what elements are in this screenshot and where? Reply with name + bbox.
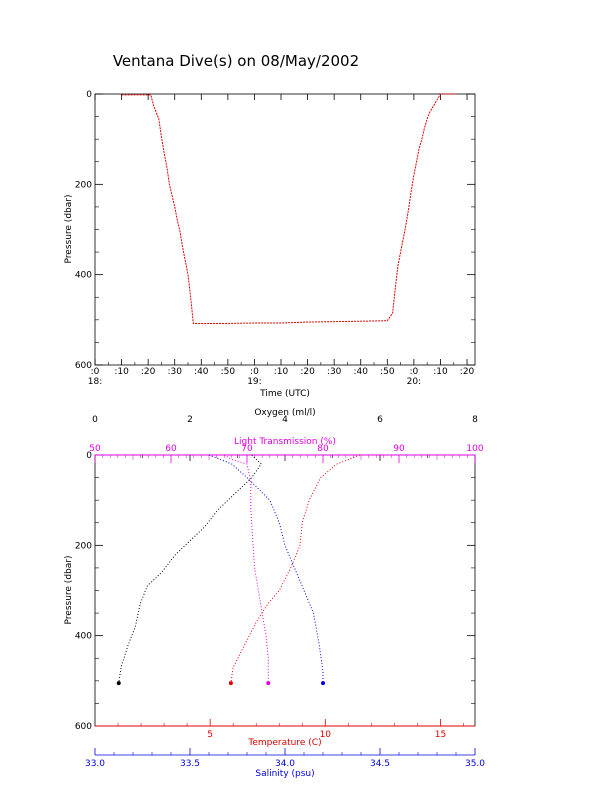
depth-time-chart: :0 :10 :20 :30 :40 :50 :0 :10 :20 :30 :40 :50 :0 :10:… [64, 90, 476, 399]
salinity-axis: 33.0 33.5 34.0 34.5 35.0 [85, 748, 485, 769]
light-transmission-axis: 50 60 70 80 90 100 [89, 444, 484, 463]
light-transmission-tick-label: 80 [317, 444, 329, 454]
top-y-axis: 0 200 400 600 [75, 90, 475, 371]
light-transmission-tick-label: 90 [393, 444, 405, 454]
oxygen-bottom-point [116, 681, 121, 686]
bottom-y-tick-label: 600 [75, 722, 92, 732]
top-x-tick-label: :50 [221, 367, 236, 377]
figure-title: Ventana Dive(s) on 08/May/2002 [113, 52, 359, 70]
top-y-tick-label: 200 [75, 180, 92, 190]
temperature-tick-label: 5 [207, 730, 213, 740]
top-y-axis-label: Pressure (dbar) [64, 195, 74, 264]
oxygen-tick-label: 0 [92, 415, 98, 425]
depth-trace-line [121, 93, 457, 324]
bottom-y-tick-label: 200 [75, 541, 92, 551]
light-transmission-axis-label: Light Transmission (%) [234, 437, 336, 447]
bottom-plot-frame [94, 454, 476, 727]
top-x-tick-label: :20 [460, 367, 475, 377]
salinity-tick-label: 34.0 [275, 759, 295, 769]
light_transmission-trace [223, 454, 269, 684]
light-transmission-tick-label: 60 [165, 444, 177, 454]
top-x-tick-label: :10 [274, 367, 289, 377]
top-x-hour-label: 18: [88, 377, 102, 387]
top-x-tick-label: :40 [194, 367, 209, 377]
oxygen-tick-label: 4 [282, 415, 288, 425]
top-x-tick-label: :0 [250, 367, 259, 377]
top-x-tick-label: :20 [141, 367, 156, 377]
salinity-tick-label: 33.5 [180, 759, 200, 769]
top-x-tick-label: :40 [353, 367, 368, 377]
temperature-axis: 5 10 15 [95, 719, 475, 740]
temperature-axis-label: Temperature (C) [247, 738, 321, 748]
top-x-axis: :0 :10 :20 :30 :40 :50 :0 :10 :20 :30 :40 :50 :0 :10:… [88, 94, 475, 387]
temperature-tick-label: 10 [320, 730, 332, 740]
bottom-y-tick-label: 400 [75, 632, 92, 642]
top-x-tick-label: :30 [327, 367, 342, 377]
light-transmission-tick-label: 50 [89, 444, 101, 454]
temperature-trace [230, 454, 361, 684]
oxygen-tick-label: 6 [377, 415, 383, 425]
salinity-axis-label: Salinity (psu) [255, 769, 314, 779]
top-x-tick-label: :10 [433, 367, 448, 377]
light-transmission-tick-label: 100 [466, 444, 483, 454]
salinity-tick-label: 33.0 [85, 759, 105, 769]
light-transmission-tick-label: 70 [241, 444, 253, 454]
bottom-y-tick-label: 0 [86, 451, 92, 461]
salinity-tick-label: 35.0 [465, 759, 485, 769]
bottom-y-axis-label: Pressure (dbar) [64, 556, 74, 625]
oxygen-axis-label: Oxygen (ml/l) [254, 408, 315, 418]
oxygen-tick-label: 2 [187, 415, 193, 425]
light_transmission-bottom-point [266, 681, 271, 686]
bottom-y-axis: 0 200 400 600 [75, 451, 475, 732]
temperature-bottom-point [228, 681, 233, 686]
top-x-tick-label: :50 [380, 367, 395, 377]
top-y-tick-label: 600 [75, 361, 92, 371]
salinity-tick-label: 34.5 [370, 759, 390, 769]
top-y-tick-label: 0 [86, 90, 92, 100]
top-y-tick-label: 400 [75, 271, 92, 281]
top-x-tick-label: :20 [300, 367, 315, 377]
profile-chart: 0 200 400 600 0 2 4 6 8 50 60 70 80 90 100 5 10 15 33.… [64, 408, 485, 779]
top-x-tick-label: :0 [91, 367, 100, 377]
top-x-hour-label: 19: [247, 377, 261, 387]
top-x-tick-label: :0 [409, 367, 418, 377]
top-x-hour-label: 20: [407, 377, 421, 387]
profile-traces [116, 454, 361, 686]
salinity-trace [208, 454, 324, 684]
top-x-axis-label: Time (UTC) [259, 389, 310, 399]
temperature-tick-label: 15 [435, 730, 446, 740]
salinity-bottom-point [321, 681, 325, 686]
oxygen-trace [118, 454, 262, 684]
top-plot-frame [94, 93, 476, 366]
top-x-tick-label: :10 [114, 367, 129, 377]
oxygen-tick-label: 8 [472, 415, 478, 425]
top-x-tick-label: :30 [167, 367, 182, 377]
